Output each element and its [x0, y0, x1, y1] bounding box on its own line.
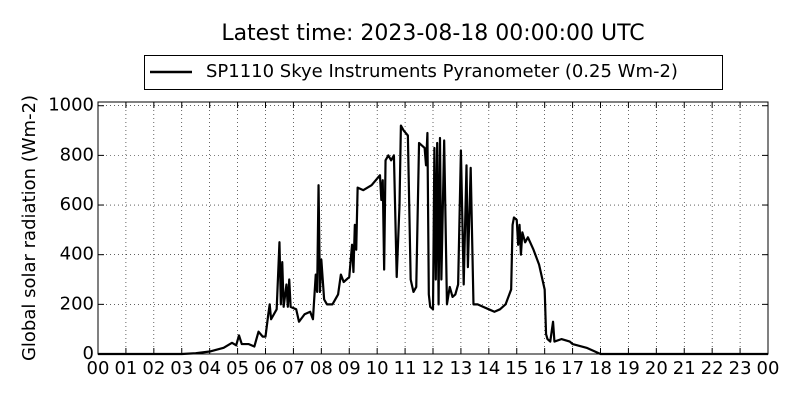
- x-tick-label: 21: [673, 358, 696, 379]
- x-tick-label: 16: [533, 358, 556, 379]
- x-tick-label: 03: [170, 358, 193, 379]
- x-tick-label: 02: [142, 358, 165, 379]
- x-tick-label: 14: [477, 358, 500, 379]
- x-tick-label: 13: [449, 358, 472, 379]
- x-tick-label: 00: [87, 358, 110, 379]
- x-tick-label: 19: [617, 358, 640, 379]
- x-tick-label: 00: [757, 358, 780, 379]
- x-tick-label: 23: [729, 358, 752, 379]
- y-tick-label: 0: [83, 343, 94, 364]
- x-tick-label: 11: [394, 358, 417, 379]
- x-tick-label: 04: [198, 358, 221, 379]
- y-tick-label: 800: [60, 144, 94, 165]
- x-tick-label: 17: [561, 358, 584, 379]
- x-tick-label: 15: [505, 358, 528, 379]
- x-tick-label: 05: [226, 358, 249, 379]
- x-tick-label: 10: [366, 358, 389, 379]
- x-tick-label: 08: [310, 358, 333, 379]
- y-tick-label: 200: [60, 293, 94, 314]
- legend-box: [144, 55, 723, 90]
- x-tick-label: 12: [422, 358, 445, 379]
- y-tick-label: 600: [60, 194, 94, 215]
- x-tick-label: 22: [701, 358, 724, 379]
- plot-frame: [97, 101, 769, 355]
- x-tick-label: 18: [589, 358, 612, 379]
- x-tick-label: 06: [254, 358, 277, 379]
- y-tick-label: 1000: [48, 95, 94, 116]
- y-axis-label: Global solar radiation (Wm-2): [19, 95, 40, 361]
- x-tick-label: 20: [645, 358, 668, 379]
- legend-label: SP1110 Skye Instruments Pyranometer (0.2…: [206, 61, 678, 82]
- data-line: [98, 124, 768, 356]
- x-tick-label: 09: [338, 358, 361, 379]
- y-tick-label: 400: [60, 244, 94, 265]
- chart-title: Latest time: 2023-08-18 00:00:00 UTC: [221, 21, 644, 46]
- x-tick-label: 01: [114, 358, 137, 379]
- x-tick-label: 07: [282, 358, 305, 379]
